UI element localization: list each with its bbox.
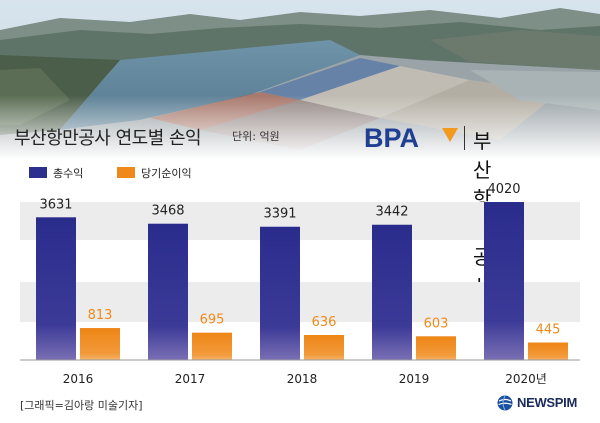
data-label-net-income: 603 — [424, 316, 449, 331]
data-label-total-revenue: 3442 — [375, 205, 408, 220]
brand-divider — [464, 126, 465, 150]
x-tick-label: 2018 — [287, 372, 318, 386]
legend-label-net-income: 당기순이익 — [141, 167, 192, 180]
bar-total-revenue — [260, 226, 300, 360]
bar-total-revenue — [484, 202, 524, 360]
data-label-total-revenue: 4020 — [487, 182, 520, 197]
bar-total-revenue — [148, 223, 188, 360]
x-axis: 2016 2017 2018 2019 2020년 — [20, 359, 580, 386]
data-label-total-revenue: 3391 — [263, 207, 296, 222]
bars — [36, 202, 568, 360]
bar-net-income — [192, 332, 232, 360]
bar-total-revenue — [372, 224, 412, 360]
bar-net-income — [80, 328, 120, 360]
unit-note: 단위: 억원 — [232, 130, 280, 143]
x-tick-label: 2016 — [63, 372, 94, 386]
data-label-total-revenue: 3631 — [39, 197, 72, 212]
graphic-credit: [그래픽=김아랑 미술기자] — [20, 399, 143, 412]
data-label-net-income: 636 — [312, 315, 337, 330]
data-label-net-income: 445 — [536, 323, 561, 338]
data-label-net-income: 813 — [88, 308, 113, 323]
legend-swatch-total-revenue — [29, 167, 47, 178]
port-aerial-photo — [0, 0, 600, 160]
chart-title: 부산항만공사 연도별 손익 — [14, 128, 202, 149]
bar-net-income — [304, 335, 344, 360]
x-tick-label: 2020년 — [505, 372, 547, 386]
bar-total-revenue — [36, 217, 76, 360]
x-tick-label: 2019 — [399, 372, 430, 386]
x-tick-label: 2017 — [175, 372, 206, 386]
data-label-total-revenue: 3468 — [151, 204, 184, 219]
bar-net-income — [416, 336, 456, 360]
newspim-logo-text: NEWSPIM — [517, 395, 578, 410]
legend-label-total-revenue: 총수익 — [53, 167, 84, 180]
bar-net-income — [528, 342, 568, 360]
legend-swatch-net-income — [117, 167, 135, 178]
data-labels: 3631 813 3468 695 3391 636 3442 603 4020 445 — [39, 182, 560, 337]
bpa-triangle-icon — [442, 128, 458, 142]
data-label-net-income: 695 — [200, 313, 225, 328]
newspim-globe-icon — [497, 395, 513, 411]
bpa-logo-text: BPA — [364, 123, 420, 153]
